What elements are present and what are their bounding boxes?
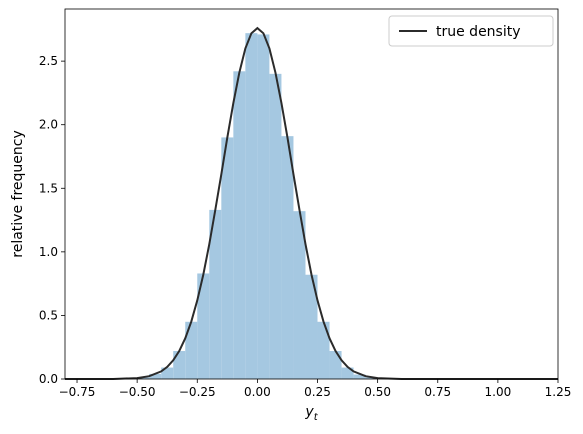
x-tick-label: 0.50: [364, 385, 391, 399]
histogram-bar: [281, 136, 294, 379]
x-axis-label-subscript: t: [314, 412, 319, 423]
x-axis-label-base: y: [304, 404, 314, 420]
histogram-bar: [161, 367, 174, 379]
y-tick-label: 0.0: [39, 372, 58, 386]
y-tick-label: 1.0: [39, 245, 58, 259]
histogram-bar: [317, 321, 330, 379]
x-tick-label: 1.00: [485, 385, 512, 399]
histogram-bar: [137, 377, 150, 379]
histogram-bar: [329, 351, 342, 379]
density-line: [64, 26, 558, 380]
legend-label: true density: [436, 24, 521, 40]
histogram-bar: [197, 273, 210, 379]
histogram-bar: [269, 73, 282, 379]
histogram-bar: [233, 71, 246, 380]
histogram-bar: [257, 34, 270, 379]
x-tick-label: 1.25: [545, 385, 572, 399]
legend-box: [388, 15, 554, 47]
histogram-bar: [353, 374, 366, 379]
y-axis-label: relative frequency: [10, 130, 26, 257]
histogram-bar: [245, 33, 258, 379]
histogram-bar: [209, 209, 222, 379]
x-tick-label: 0.75: [424, 385, 451, 399]
x-tick-label: −0.75: [59, 385, 96, 399]
x-axis-label: yt: [304, 404, 318, 423]
histogram-bar: [365, 377, 378, 379]
y-tick-label: 1.5: [39, 181, 58, 195]
x-tick-label: 0.25: [304, 385, 331, 399]
y-tick-label: 2.5: [39, 54, 58, 68]
histogram-bar: [293, 211, 306, 379]
histogram-bar: [173, 351, 186, 379]
x-tick-label: −0.25: [179, 385, 216, 399]
y-tick-label: 0.5: [39, 308, 58, 322]
histogram-bar: [221, 137, 234, 379]
histogram-bar: [149, 373, 162, 379]
histogram-bar: [341, 367, 354, 379]
x-tick-label: −0.50: [119, 385, 156, 399]
histogram-bar: [305, 274, 318, 379]
axes-frame: [64, 8, 559, 380]
x-tick-label: 0.00: [244, 385, 271, 399]
histogram-bar: [185, 321, 198, 379]
y-tick-label: 2.0: [39, 118, 58, 132]
